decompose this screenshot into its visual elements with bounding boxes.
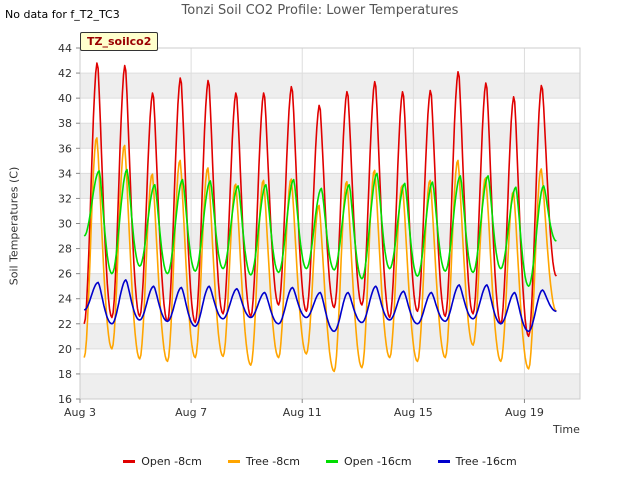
y-tick-label: 36 [58,142,72,155]
legend-item-tree-8cm: Tree -8cm [227,455,300,468]
y-tick-label: 34 [58,167,72,180]
grid-band [80,223,580,249]
chart-title: Tonzi Soil CO2 Profile: Lower Temperatur… [181,3,459,18]
grid-band [80,73,580,99]
series-line-tree-8cm [83,137,557,373]
y-tick-label: 24 [58,293,72,306]
grid-band [80,373,580,399]
legend-label: Tree -16cm [455,455,517,468]
series-line-tree-16cm [83,279,557,333]
x-tick-label: Aug 3 [64,406,96,419]
legend-label: Open -16cm [344,455,412,468]
x-axis-label: Time [553,423,580,436]
legend-label: Open -8cm [141,455,202,468]
grid-band [80,123,580,149]
legend-swatch [326,460,338,463]
x-tick-label: Aug 19 [505,406,544,419]
x-tick-label: Aug 15 [394,406,433,419]
legend-item-open-8cm: Open -8cm [123,455,202,468]
legend-swatch [227,460,240,463]
legend-item-open-16cm: Open -16cm [326,455,412,468]
y-tick-label: 28 [58,243,72,256]
y-tick-label: 22 [58,318,72,331]
legend-item-tree-16cm: Tree -16cm [437,455,517,468]
y-tick-label: 44 [58,42,72,55]
series-line-open-16cm [83,168,557,287]
legend-swatch [123,460,136,463]
y-tick-label: 30 [58,218,72,231]
x-tick-label: Aug 11 [283,406,322,419]
legend-label: Tree -8cm [245,455,300,468]
tick-labels: 16 18 20 22 24 26 28 30 32 34 36 38 40 42 44 Aug 3 Aug 7… [58,42,544,419]
legend-swatch [437,460,450,463]
y-tick-label: 26 [58,268,72,281]
y-tick-label: 40 [58,92,72,105]
y-tick-label: 16 [58,393,72,406]
grid-band [80,173,580,199]
y-tick-label: 38 [58,117,72,130]
site-badge: TZ_soilco2 [80,32,159,51]
y-axis-label: Soil Temperatures (C) [7,166,21,286]
y-tick-label: 32 [58,192,72,205]
x-tick-label: Aug 7 [175,406,207,419]
no-data-note: No data for f_T2_TC3 [5,8,120,21]
series-layer [83,62,558,373]
y-tick-label: 20 [58,343,72,356]
y-tick-label: 18 [58,368,72,381]
legend: Open -8cm Tree -8cm Open -16cm Tree -16c… [0,455,640,468]
y-tick-label: 42 [58,67,72,80]
